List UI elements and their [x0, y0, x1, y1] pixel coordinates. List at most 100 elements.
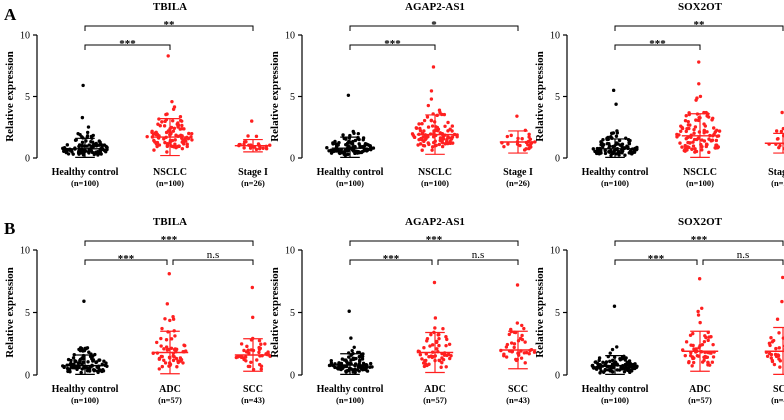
data-point	[444, 343, 448, 348]
y-axis-label: Relative expression	[4, 267, 16, 358]
data-point	[170, 119, 175, 123]
data-point	[248, 364, 252, 369]
data-point	[707, 363, 712, 367]
data-point	[160, 326, 164, 331]
data-point	[692, 127, 696, 132]
data-point	[159, 336, 163, 341]
data-point	[691, 360, 696, 365]
data-point	[505, 342, 510, 347]
y-tick-label: 0	[555, 371, 560, 382]
data-point	[250, 285, 255, 290]
data-point	[434, 340, 439, 345]
chart-title: TBILA	[153, 1, 187, 13]
data-point	[522, 326, 526, 331]
data-point	[446, 120, 450, 125]
data-point	[705, 142, 709, 147]
data-point	[435, 347, 439, 351]
data-point	[62, 364, 66, 369]
data-point	[62, 149, 66, 153]
significance-label: *	[431, 19, 437, 31]
data-point	[688, 353, 693, 358]
data-point	[91, 367, 96, 372]
significance-label: **	[164, 19, 176, 31]
chart-a2: AGAP2-AS1 0 5 10 Relative expression Healthy …	[269, 1, 537, 188]
data-point	[366, 143, 370, 147]
data-point	[510, 349, 515, 354]
data-point	[421, 143, 426, 148]
data-point	[614, 102, 618, 106]
significance-bracket	[614, 240, 784, 246]
data-point	[80, 367, 84, 371]
data-point	[162, 124, 167, 128]
y-axis-label: Relative expression	[4, 51, 16, 142]
data-point	[624, 136, 628, 140]
data-point	[420, 138, 424, 142]
data-point	[155, 144, 159, 149]
data-point	[423, 137, 427, 142]
data-point	[597, 356, 602, 360]
y-tick-label: 5	[290, 92, 295, 103]
data-point	[352, 345, 356, 350]
data-point	[512, 342, 517, 346]
y-tick-label: 5	[555, 92, 560, 103]
data-point	[155, 340, 159, 345]
chart-b3: SOX2OT 0 5 10 Relative expression Healthy con…	[534, 216, 784, 405]
significance-bracket	[84, 44, 171, 50]
data-point	[171, 354, 175, 358]
n-label: (n=100)	[336, 178, 364, 188]
chart-title: SOX2OT	[678, 216, 723, 228]
significance-bracket	[702, 259, 784, 265]
data-point	[706, 361, 710, 365]
data-point	[704, 355, 708, 360]
significance-bracket	[84, 259, 168, 265]
category-label: Stage I	[238, 167, 268, 178]
data-point	[426, 125, 431, 129]
data-point	[344, 359, 349, 364]
data-point	[623, 153, 627, 157]
data-point	[527, 132, 531, 137]
data-point	[684, 129, 688, 134]
data-point	[620, 151, 624, 155]
data-point	[502, 144, 506, 149]
y-axis-label: Relative expression	[269, 267, 281, 358]
data-point	[591, 147, 596, 151]
data-point	[522, 351, 527, 355]
chart-title: AGAP2-AS1	[405, 216, 465, 228]
data-point	[448, 356, 452, 361]
data-point	[77, 144, 81, 149]
y-tick-label: 10	[550, 31, 560, 42]
data-point	[444, 139, 449, 144]
data-point	[340, 357, 345, 361]
data-point	[710, 118, 714, 122]
data-point	[96, 370, 100, 375]
data-point	[173, 334, 177, 338]
data-point	[695, 353, 700, 358]
data-point	[777, 331, 781, 335]
data-point	[257, 350, 261, 355]
significance-bracket	[614, 259, 698, 265]
category-label: NSCLC	[683, 167, 717, 178]
category-label: NSCLC	[153, 167, 187, 178]
y-axis-label: Relative expression	[534, 51, 546, 142]
data-point	[430, 124, 435, 128]
category-label: ADC	[689, 384, 711, 395]
data-point	[361, 138, 365, 142]
data-point	[778, 143, 782, 148]
data-point	[504, 355, 509, 359]
data-point	[694, 149, 699, 154]
data-point	[527, 135, 531, 139]
data-point	[334, 142, 338, 146]
data-point	[437, 343, 441, 348]
data-point	[608, 359, 612, 364]
data-point	[360, 366, 364, 371]
y-tick-label: 0	[25, 154, 30, 165]
data-point	[181, 361, 185, 365]
data-point	[162, 358, 166, 362]
y-tick-label: 0	[25, 371, 30, 382]
data-point	[691, 140, 695, 144]
data-point	[176, 360, 180, 365]
data-point	[256, 142, 261, 146]
data-point	[343, 148, 347, 153]
significance-label: ***	[649, 38, 666, 50]
data-point	[520, 323, 524, 328]
